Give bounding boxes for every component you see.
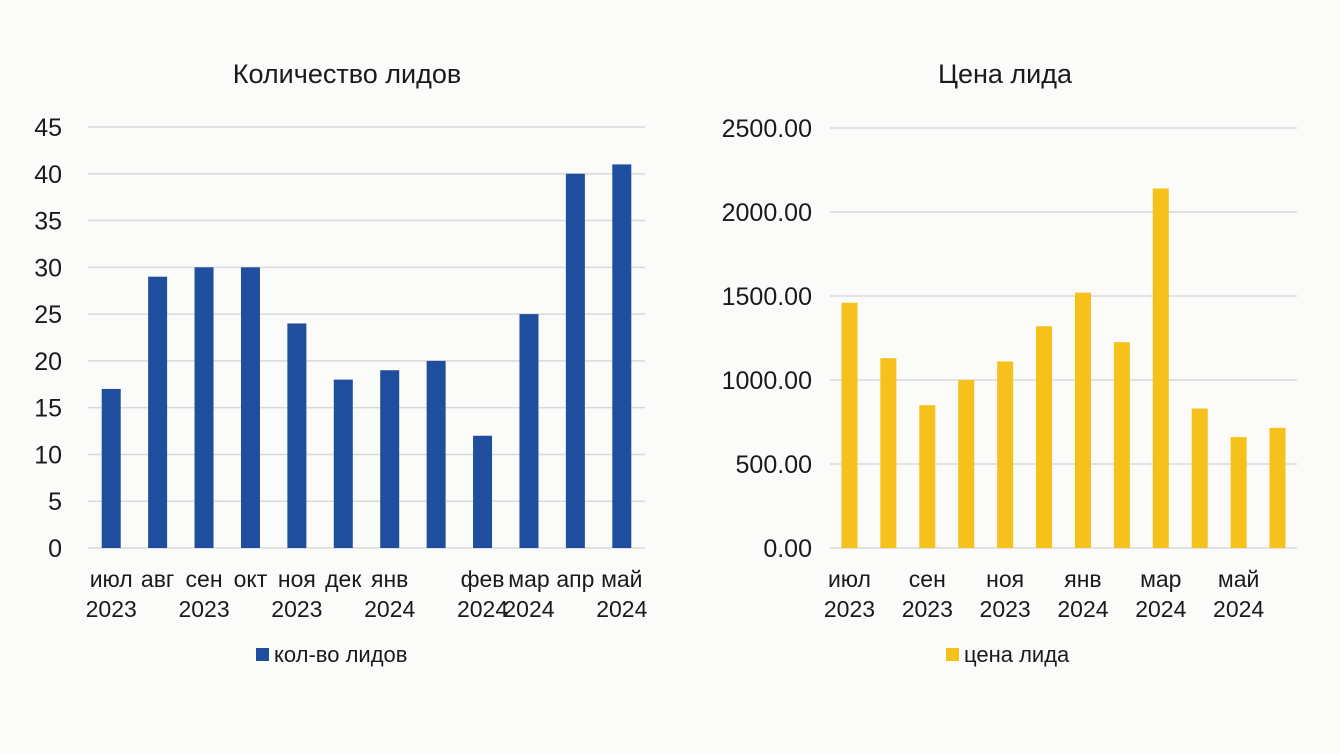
leads-x-tick-month: мар [508, 566, 549, 592]
price-x-tick-month: янв [1064, 566, 1101, 592]
leads-bar [473, 435, 493, 548]
leads-bar [519, 314, 539, 548]
price-y-tick-label: 2000.00 [722, 199, 812, 227]
leads-x-tick-month: апр [556, 566, 594, 592]
leads-x-tick-year: 2023 [271, 596, 322, 622]
leads-x-tick-month: янв [371, 566, 408, 592]
price-bar [1191, 408, 1208, 548]
leads-y-tick-label: 20 [34, 348, 62, 376]
leads-x-tick-month: окт [234, 566, 268, 592]
price-y-tick-label: 1500.00 [722, 283, 812, 311]
leads-count-chart: Количество лидов 0 5 10 15 20 25 30 35 40 45 июл 202… [34, 59, 647, 667]
price-x-tick-year: 2024 [1135, 596, 1186, 622]
leads-x-tick-month: авг [141, 566, 174, 592]
leads-bar [148, 276, 168, 548]
price-bar [880, 358, 897, 548]
leads-x-tick-year: 2023 [178, 596, 229, 622]
leads-bar [426, 360, 446, 548]
price-y-tick-label: 500.00 [736, 451, 812, 479]
leads-y-tick-label: 10 [34, 441, 62, 469]
price-bar [997, 361, 1014, 548]
leads-bar [287, 323, 307, 548]
price-bar [841, 302, 858, 548]
price-bar [958, 380, 975, 548]
price-x-tick-year: 2023 [980, 596, 1031, 622]
leads-y-tick-label: 30 [34, 254, 62, 282]
leads-legend-label: кол-во лидов [274, 642, 407, 667]
leads-y-tick-label: 45 [34, 114, 62, 142]
price-x-tick-year: 2024 [1213, 596, 1264, 622]
leads-x-tick-month: июл [90, 566, 133, 592]
leads-bar [101, 388, 121, 548]
price-x-tick-year: 2024 [1057, 596, 1108, 622]
price-bar [1074, 292, 1091, 548]
price-y-tick-label: 2500.00 [722, 115, 812, 143]
price-bar [1152, 188, 1169, 549]
leads-y-tick-label: 5 [48, 488, 62, 516]
leads-y-tick-label: 15 [34, 395, 62, 423]
leads-x-tick-month: сен [186, 566, 223, 592]
price-x-tick-month: май [1218, 566, 1259, 592]
leads-x-tick-year: 2023 [86, 596, 137, 622]
price-y-tick-label: 1000.00 [722, 367, 812, 395]
leads-bar [380, 370, 400, 548]
price-bar [1269, 427, 1286, 548]
price-bar [1230, 437, 1247, 548]
price-x-tick-month: сен [909, 566, 946, 592]
leads-x-tick-month: май [601, 566, 642, 592]
leads-x-tick-year: 2024 [364, 596, 415, 622]
leads-x-tick-month: ноя [278, 566, 316, 592]
price-x-tick-year: 2023 [902, 596, 953, 622]
leads-bar [565, 173, 585, 548]
lead-price-chart: Цена лида 0.00 500.00 1000.00 1500.00 2000.00… [722, 59, 1297, 667]
price-chart-title: Цена лида [938, 59, 1073, 89]
leads-y-tick-label: 25 [34, 301, 62, 329]
price-bar [919, 405, 936, 548]
leads-bar [194, 267, 214, 548]
leads-x-tick-year: 2024 [596, 596, 647, 622]
leads-x-tick-month: фев [461, 566, 505, 592]
price-y-tick-label: 0.00 [763, 535, 812, 563]
price-x-tick-month: июл [828, 566, 871, 592]
leads-x-tick-month: дек [325, 566, 362, 592]
leads-bar [240, 267, 260, 548]
leads-chart-title: Количество лидов [233, 59, 461, 89]
leads-x-tick-year: 2024 [457, 596, 508, 622]
leads-y-tick-label: 35 [34, 208, 62, 236]
leads-bar [612, 164, 632, 548]
price-legend-swatch [946, 648, 959, 661]
leads-x-tick-year: 2024 [503, 596, 554, 622]
leads-legend-swatch [256, 648, 269, 661]
price-x-tick-month: ноя [986, 566, 1024, 592]
leads-bar [333, 379, 353, 548]
price-legend-label: цена лида [964, 642, 1070, 667]
price-bar [1113, 342, 1130, 548]
price-x-tick-year: 2023 [824, 596, 875, 622]
price-x-tick-month: мар [1140, 566, 1181, 592]
leads-y-tick-label: 0 [48, 535, 62, 563]
leads-y-tick-label: 40 [34, 161, 62, 189]
price-bar [1036, 326, 1053, 548]
